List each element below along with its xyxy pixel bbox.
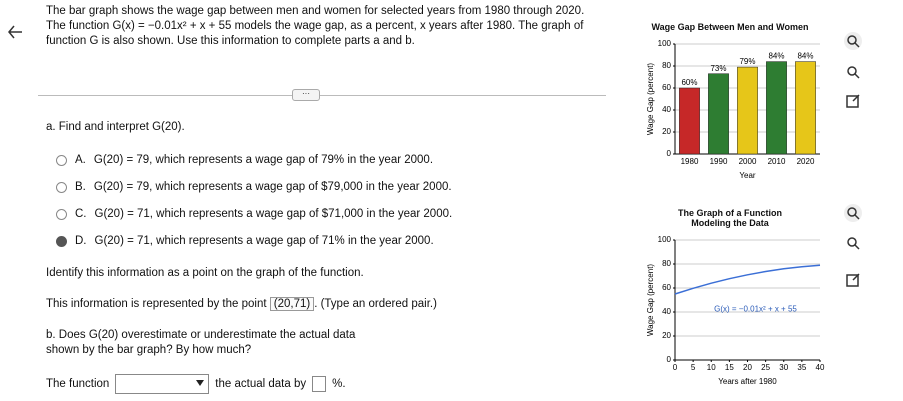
y-tick-label: 80 <box>662 259 671 268</box>
y-tick-label: 80 <box>662 61 671 70</box>
x-tick-label: 35 <box>797 363 806 372</box>
x-tick-label: 1990 <box>710 157 728 166</box>
value-label: 60% <box>681 78 697 87</box>
x-axis-label: Years after 1980 <box>718 377 777 386</box>
part-a-prompt: a. Find and interpret G(20). <box>46 121 185 133</box>
option-letter: D. <box>75 235 87 247</box>
y-tick-label: 100 <box>658 235 672 244</box>
x-tick-label: 10 <box>707 363 716 372</box>
line-chart-box: The Graph of a Function Modeling the Dat… <box>630 208 830 401</box>
radio[interactable] <box>56 181 67 193</box>
zoom-out-icon[interactable] <box>847 237 860 250</box>
bar <box>708 73 729 155</box>
bar-chart: 0 20 40 60 80 100 Wage Gap (percent) Year 60% 198… <box>646 39 820 180</box>
option[interactable]: D. G(20) = 71, which represents a wage ga… <box>56 235 434 247</box>
bar <box>737 66 758 155</box>
back-arrow[interactable] <box>6 22 26 42</box>
y-tick-label: 0 <box>667 355 672 364</box>
tool-icons <box>844 32 862 287</box>
chart-title: Wage Gap Between Men and Women <box>651 22 809 32</box>
x-tick-label: 30 <box>779 363 788 372</box>
option-text: G(20) = 79, which represents a wage gap … <box>93 181 452 193</box>
percent-input[interactable] <box>312 376 327 392</box>
value-label: 73% <box>710 64 726 73</box>
option-text: G(20) = 71, which represents a wage gap … <box>94 208 453 220</box>
y-tick-label: 60 <box>662 83 671 92</box>
y-axis-label: Wage Gap (percent) <box>646 63 655 136</box>
x-tick-label: 2020 <box>797 157 815 166</box>
y-tick-label: 100 <box>658 39 672 48</box>
expand-button[interactable]: ··· <box>292 89 320 101</box>
y-tick-label: 0 <box>667 149 672 158</box>
chart-title: The Graph of a Function Modeling the Dat… <box>678 208 782 228</box>
x-tick-label: 25 <box>761 363 770 372</box>
bar-chart-box: Wage Gap Between Men and Women 0 20 40 60 80… <box>630 22 830 187</box>
option-letter: A. <box>75 154 86 166</box>
x-tick-label: 2010 <box>768 157 786 166</box>
option-letter: B. <box>75 181 86 193</box>
bar <box>766 61 787 155</box>
x-tick-label: 2000 <box>739 157 757 166</box>
option[interactable]: B. G(20) = 79, which represents a wage ga… <box>56 181 452 193</box>
x-tick-label: 5 <box>691 363 696 372</box>
part-b-text: b. Does G(20) overestimate or underestim… <box>46 329 356 356</box>
function-curve <box>674 264 821 295</box>
dropdown[interactable] <box>115 374 210 394</box>
open-icon[interactable] <box>846 94 860 108</box>
bar <box>679 87 700 155</box>
zoom-out-icon[interactable] <box>847 66 860 79</box>
y-tick-label: 20 <box>662 331 671 340</box>
fill-line: The function the actual data by %. <box>46 374 346 394</box>
open-icon[interactable] <box>846 273 860 287</box>
y-tick-label: 40 <box>662 307 671 316</box>
zoom-in-icon[interactable] <box>844 32 862 50</box>
option-text: G(20) = 71, which represents a wage gap … <box>94 235 434 247</box>
option-letter: C. <box>75 208 87 220</box>
identify-text: Identify this information as a point on … <box>46 267 364 279</box>
radio[interactable] <box>56 208 67 220</box>
divider <box>38 95 606 96</box>
y-tick-label: 40 <box>662 105 671 114</box>
x-axis-label: Year <box>739 171 756 180</box>
y-tick-label: 60 <box>662 283 671 292</box>
y-axis-label: Wage Gap (percent) <box>646 264 655 337</box>
option[interactable]: C. G(20) = 71, which represents a wage ga… <box>56 208 452 220</box>
x-tick-label: 40 <box>816 363 825 372</box>
radio[interactable] <box>56 235 67 247</box>
x-tick-label: 15 <box>725 363 734 372</box>
x-tick-label: 0 <box>673 363 678 372</box>
y-tick-label: 20 <box>662 127 671 136</box>
value-label: 79% <box>739 57 755 66</box>
point-prefix: This information is represented by the p… <box>46 298 267 310</box>
annotation: G(x) = −0.01x² + x + 55 <box>714 305 797 314</box>
zoom-in-icon[interactable] <box>844 204 862 222</box>
value-label: 84% <box>768 52 784 61</box>
radio[interactable] <box>56 154 67 166</box>
x-tick-label: 20 <box>743 363 752 372</box>
point-suffix: . (Type an ordered pair.) <box>314 298 437 310</box>
value-label: 84% <box>797 52 813 61</box>
x-tick-label: 1980 <box>681 157 699 166</box>
point-line: This information is represented by the p… <box>46 297 437 312</box>
intro-text: The bar graph shows the wage gap between… <box>46 5 585 47</box>
point-answer[interactable]: (20,71) <box>269 297 315 311</box>
option-text: G(20) = 79, which represents a wage gap … <box>93 154 434 166</box>
option[interactable]: A. G(20) = 79, which represents a wage ga… <box>56 154 433 166</box>
fill-prefix: The function <box>46 377 110 390</box>
fill-suffix: %. <box>332 377 346 390</box>
fill-middle: the actual data by <box>215 377 307 390</box>
bar <box>795 61 816 155</box>
